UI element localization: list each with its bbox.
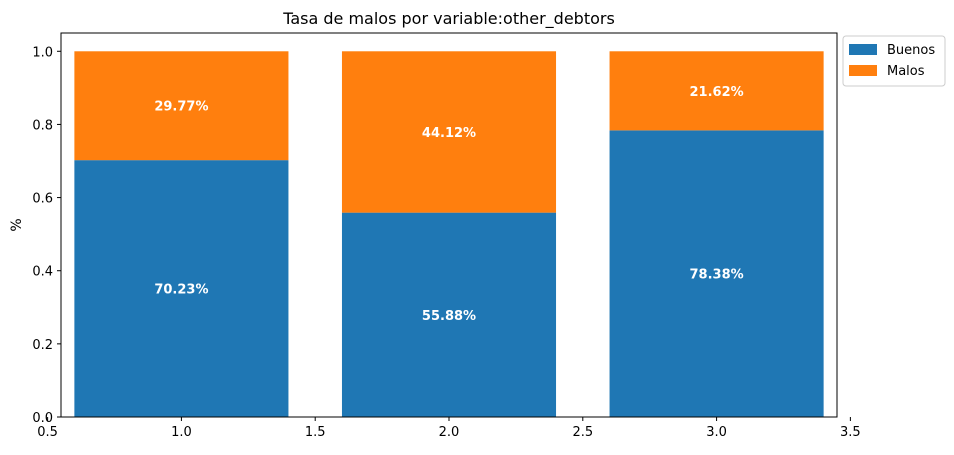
bar-label-buenos-1: 70.23% <box>154 283 208 298</box>
x-tick-label: 1.5 <box>305 425 326 440</box>
x-tick-label: 3.5 <box>840 425 861 440</box>
y-tick-label: 0.0 <box>32 411 53 426</box>
y-tick-label: 1.0 <box>32 45 53 60</box>
legend-swatch-buenos <box>849 44 877 55</box>
bar-labels-layer: 70.23% 55.88% 78.38% 29.77% 44.12% 21.62% <box>154 85 743 324</box>
y-tick-label: 0.2 <box>32 338 53 353</box>
bar-label-buenos-3: 78.38% <box>690 268 744 283</box>
bar-buenos-2 <box>341 212 557 417</box>
bar-malos-2 <box>341 51 557 213</box>
bar-label-malos-1: 29.77% <box>154 100 208 115</box>
bar-buenos-3 <box>609 130 824 417</box>
bar-malos-3 <box>609 51 824 131</box>
y-tick-label: 0.4 <box>32 265 53 280</box>
legend-swatch-malos <box>849 65 877 76</box>
x-tick-label: 0.5 <box>37 425 58 440</box>
bars-layer <box>74 51 824 417</box>
x-tick-label: 3.0 <box>706 425 727 440</box>
y-tick-label: 0.6 <box>32 192 53 207</box>
legend: Buenos Malos <box>842 35 946 87</box>
bar-malos-1 <box>74 51 289 161</box>
axes-layer: 0.5 1.0 1.5 2.0 2.5 3.0 3.5 0.0 0.2 0.4 0.6 0.8 1.0 <box>32 32 861 440</box>
bar-buenos-1 <box>74 160 289 417</box>
y-axis-label: % <box>9 218 25 231</box>
x-tick-label: 2.0 <box>439 425 460 440</box>
legend-label-malos: Malos <box>887 64 925 79</box>
legend-label-buenos: Buenos <box>887 43 935 58</box>
bar-label-malos-2: 44.12% <box>422 126 476 141</box>
bar-label-buenos-2: 55.88% <box>422 309 476 324</box>
x-tick-label: 2.5 <box>572 425 593 440</box>
y-tick-label: 0.8 <box>32 118 53 133</box>
x-tick-label: 1.0 <box>171 425 192 440</box>
chart-title: Tasa de malos por variable:other_debtors <box>282 9 615 29</box>
bar-label-malos-3: 21.62% <box>690 85 744 100</box>
